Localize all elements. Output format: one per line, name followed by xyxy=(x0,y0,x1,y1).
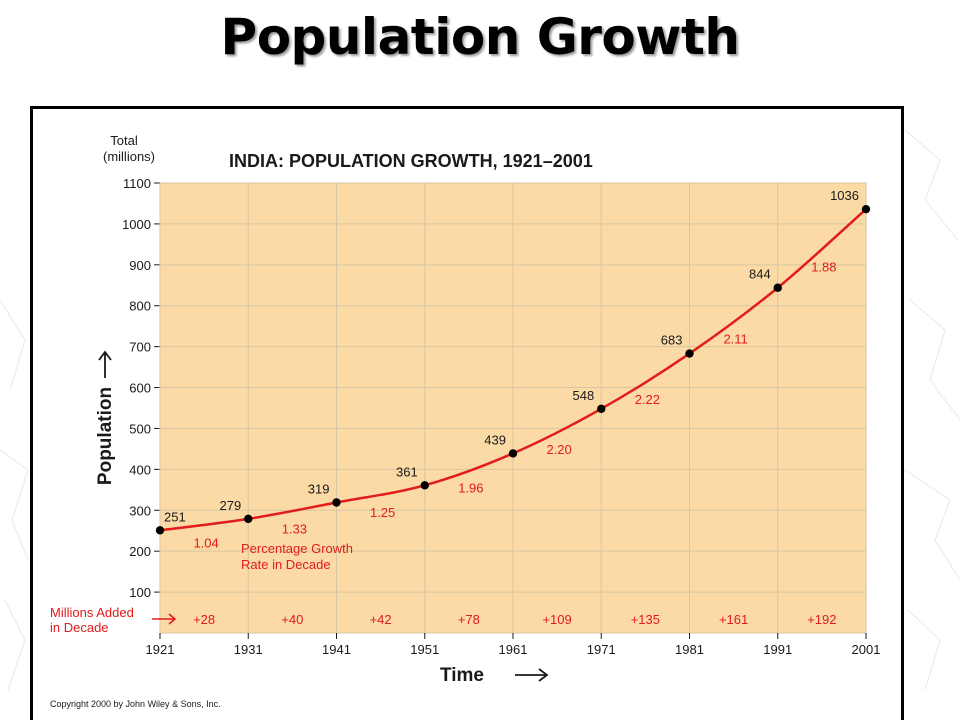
millions-added-value: +135 xyxy=(631,612,660,627)
growth-rate-value: 1.33 xyxy=(282,522,307,537)
y-tick-label: 300 xyxy=(129,503,151,518)
data-point xyxy=(773,283,782,292)
y-tick-label: 200 xyxy=(129,544,151,559)
millions-added-label-line1: Millions Added xyxy=(50,605,134,620)
y-tick-label: 700 xyxy=(129,340,151,355)
millions-added-value: +161 xyxy=(719,612,748,627)
data-point-label: 251 xyxy=(164,509,186,524)
data-point xyxy=(508,449,518,458)
growth-rate-value: 2.11 xyxy=(723,332,747,347)
y-tick-label: 1100 xyxy=(123,176,151,191)
data-point xyxy=(420,481,429,490)
x-axis-arrow-icon xyxy=(515,668,549,682)
y-tick-label: 1000 xyxy=(122,217,151,232)
x-tick-label: 1961 xyxy=(499,642,528,657)
data-point-label: 279 xyxy=(220,498,242,513)
x-tick-label: 1971 xyxy=(587,642,616,657)
y-axis-title-group: Population xyxy=(95,350,116,485)
millions-added-value: +40 xyxy=(281,612,303,627)
x-tick-label: 1981 xyxy=(675,642,704,657)
growth-rate-value: 1.04 xyxy=(193,536,218,551)
data-point-label: 1036 xyxy=(830,188,859,203)
data-point-label: 439 xyxy=(484,432,506,447)
x-tick-label: 2001 xyxy=(852,642,881,657)
x-tick-label: 1921 xyxy=(146,642,175,657)
data-point-label: 361 xyxy=(396,464,418,479)
millions-added-value: +78 xyxy=(458,612,480,627)
y-tick-label: 100 xyxy=(129,585,151,600)
millions-added-value: +109 xyxy=(542,612,571,627)
y-tick-label: 500 xyxy=(129,421,151,436)
millions-added-arrow-icon xyxy=(152,613,177,625)
data-point xyxy=(244,514,253,524)
data-point xyxy=(155,526,165,535)
data-point xyxy=(597,404,606,414)
millions-added-value: +42 xyxy=(370,612,392,627)
growth-rate-value: 1.96 xyxy=(458,480,483,495)
y-axis-top-label-line2: (millions) xyxy=(103,149,155,164)
data-point xyxy=(861,204,871,214)
x-tick-label: 1951 xyxy=(410,642,439,657)
growth-rate-label-line2: Rate in Decade xyxy=(241,557,331,572)
growth-rate-value: 1.88 xyxy=(811,259,836,274)
y-tick-label: 600 xyxy=(129,381,151,396)
y-axis-arrow-icon xyxy=(98,350,112,378)
data-point-label: 548 xyxy=(573,388,595,403)
population-line xyxy=(159,208,867,532)
y-axis-top-label-line1: Total xyxy=(110,133,138,148)
growth-rate-value: 2.20 xyxy=(546,442,571,457)
x-tick-label: 1931 xyxy=(234,642,263,657)
growth-rate-value: 2.22 xyxy=(635,392,660,407)
data-point-label: 319 xyxy=(308,482,330,497)
x-tick-label: 1991 xyxy=(763,642,792,657)
data-point xyxy=(685,349,694,358)
chart-title: INDIA: POPULATION GROWTH, 1921–2001 xyxy=(229,151,593,171)
slide-title: Population Growth xyxy=(220,8,740,66)
y-tick-label: 900 xyxy=(129,258,151,273)
x-axis-title: Time xyxy=(440,665,484,686)
growth-rate-value: 1.25 xyxy=(370,505,395,520)
data-point-label: 683 xyxy=(661,333,683,348)
millions-added-value: +192 xyxy=(807,612,836,627)
population-chart: 100 200 300 400 500 600 700 800 900 1000 1100 1921 1… xyxy=(50,133,881,709)
y-tick-label: 800 xyxy=(129,299,151,314)
millions-added-value: +28 xyxy=(193,612,215,627)
chart-figure: 100 200 300 400 500 600 700 800 900 1000 1100 1921 1… xyxy=(30,106,904,720)
growth-rate-label-line1: Percentage Growth xyxy=(241,541,353,556)
millions-added-label-line2: in Decade xyxy=(50,620,109,635)
copyright-notice: Copyright 2000 by John Wiley & Sons, Inc… xyxy=(50,699,221,709)
data-point xyxy=(332,498,341,507)
data-point-label: 844 xyxy=(749,267,771,282)
x-tick-label: 1941 xyxy=(322,642,351,657)
y-axis-title: Population xyxy=(95,387,116,485)
y-tick-label: 400 xyxy=(129,462,151,477)
